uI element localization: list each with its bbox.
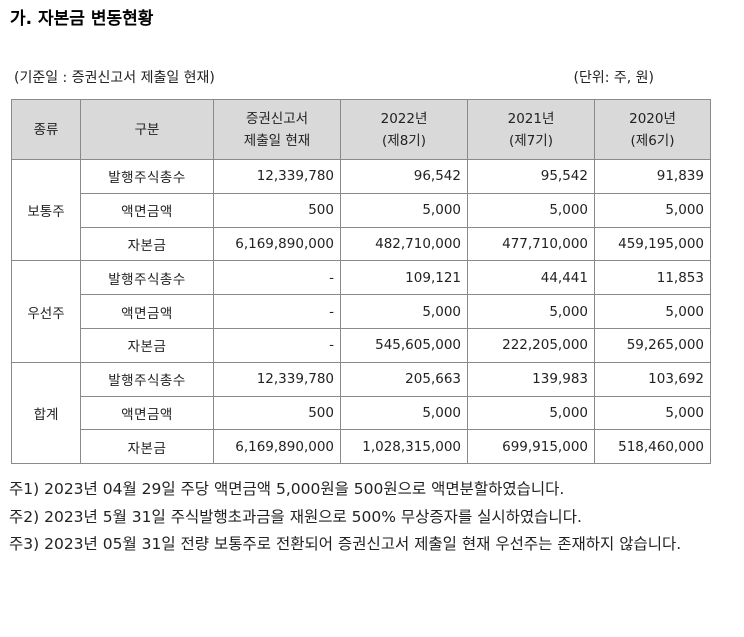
table-row: 우선주 발행주식총수 - 109,121 44,441 11,853: [11, 260, 711, 363]
footnote-3: 주3) 2023년 05월 31일 전량 보통주로 전환되어 증권신고서 제출일…: [9, 535, 682, 553]
basis-date-note: (기준일 : 증권신고서 제출일 현재): [14, 70, 215, 86]
row-label: 액면금액: [80, 395, 214, 431]
table-cell: 95,542: [467, 159, 595, 194]
group-total: 합계: [11, 361, 81, 465]
table-cell: 5,000: [467, 192, 595, 228]
table-row: 액면금액 500 5,000 5,000 5,000: [12, 395, 711, 431]
table-cell: 477,710,000: [467, 226, 595, 262]
footnote-2: 주2) 2023년 5월 31일 주식발행초과금을 재원으로 500% 무상증자…: [9, 507, 582, 526]
row-label: 자본금: [80, 429, 214, 465]
group-preferred-stock: 우선주: [11, 260, 81, 363]
table-row: 액면금액 500 5,000 5,000 5,000: [12, 192, 711, 228]
table-cell: 59,265,000: [594, 327, 711, 363]
row-label: 발행주식총수: [80, 260, 214, 296]
row-label: 액면금액: [80, 192, 214, 228]
table-cell: 11,853: [594, 260, 711, 296]
table-cell: 5,000: [340, 294, 468, 329]
section-heading: 가. 자본금 변동현황: [10, 9, 154, 29]
table-cell: 5,000: [340, 395, 468, 431]
table-row: 자본금 6,169,890,000 482,710,000 477,710,00…: [12, 226, 711, 262]
table-row: 자본금 6,169,890,000 1,028,315,000 699,915,…: [12, 429, 711, 465]
table-cell: 1,028,315,000: [340, 429, 468, 465]
header-row: 종류 구분 증권신고서 제출일 현재 2022년 (제8기) 2021년 (제7…: [11, 99, 711, 160]
header-filing-date: 증권신고서 제출일 현재: [213, 99, 341, 160]
row-label: 발행주식총수: [80, 361, 214, 397]
header-2021: 2021년 (제7기): [467, 99, 595, 160]
row-label: 자본금: [80, 226, 214, 262]
table-row: 액면금액 - 5,000 5,000 5,000: [12, 294, 711, 329]
table-cell: 12,339,780: [213, 361, 341, 397]
table-row: 합계 발행주식총수 12,339,780 205,663 139,983 103…: [11, 361, 711, 465]
table-cell: 91,839: [594, 159, 711, 194]
table-cell: 44,441: [467, 260, 595, 296]
table-row: 자본금 - 545,605,000 222,205,000 59,265,000: [12, 327, 711, 363]
header-2022: 2022년 (제8기): [340, 99, 468, 160]
footnotes: 주1) 2023년 04월 29일 주당 액면금액 5,000원을 500원으로…: [9, 476, 729, 559]
row-label: 자본금: [80, 327, 214, 363]
table-cell: -: [213, 327, 341, 363]
table-cell: 699,915,000: [467, 429, 595, 465]
table-cell: 96,542: [340, 159, 468, 194]
group-common-stock: 보통주: [11, 158, 81, 262]
table-cell: 500: [213, 395, 341, 431]
table-cell: 5,000: [594, 192, 711, 228]
table-cell: 5,000: [467, 395, 595, 431]
table-cell: -: [213, 260, 341, 296]
table-cell: 5,000: [594, 294, 711, 329]
unit-note: (단위: 주, 원): [573, 70, 654, 86]
table-cell: 6,169,890,000: [213, 429, 341, 465]
row-label: 발행주식총수: [80, 159, 214, 194]
table-cell: 109,121: [340, 260, 468, 296]
table-cell: 459,195,000: [594, 226, 711, 262]
table-cell: 103,692: [594, 361, 711, 397]
table-cell: 545,605,000: [340, 327, 468, 363]
table-cell: 5,000: [594, 395, 711, 431]
table-cell: 6,169,890,000: [213, 226, 341, 262]
table-cell: -: [213, 294, 341, 329]
table-cell: 5,000: [340, 192, 468, 228]
table-cell: 12,339,780: [213, 159, 341, 194]
header-division: 구분: [80, 99, 214, 160]
table-cell: 205,663: [340, 361, 468, 397]
capital-change-table: 종류 구분 증권신고서 제출일 현재 2022년 (제8기) 2021년 (제7…: [11, 99, 711, 465]
table-cell: 222,205,000: [467, 327, 595, 363]
row-label: 액면금액: [80, 294, 214, 329]
header-type: 종류: [11, 99, 81, 160]
footnote-1: 주1) 2023년 04월 29일 주당 액면금액 5,000원을 500원으로…: [9, 480, 565, 498]
table-cell: 500: [213, 192, 341, 228]
header-2020: 2020년 (제6기): [594, 99, 711, 160]
table-cell: 139,983: [467, 361, 595, 397]
table-cell: 5,000: [467, 294, 595, 329]
table-row: 보통주 발행주식총수 12,339,780 96,542 95,542 91,8…: [11, 158, 711, 262]
table-cell: 482,710,000: [340, 226, 468, 262]
table-cell: 518,460,000: [594, 429, 711, 465]
